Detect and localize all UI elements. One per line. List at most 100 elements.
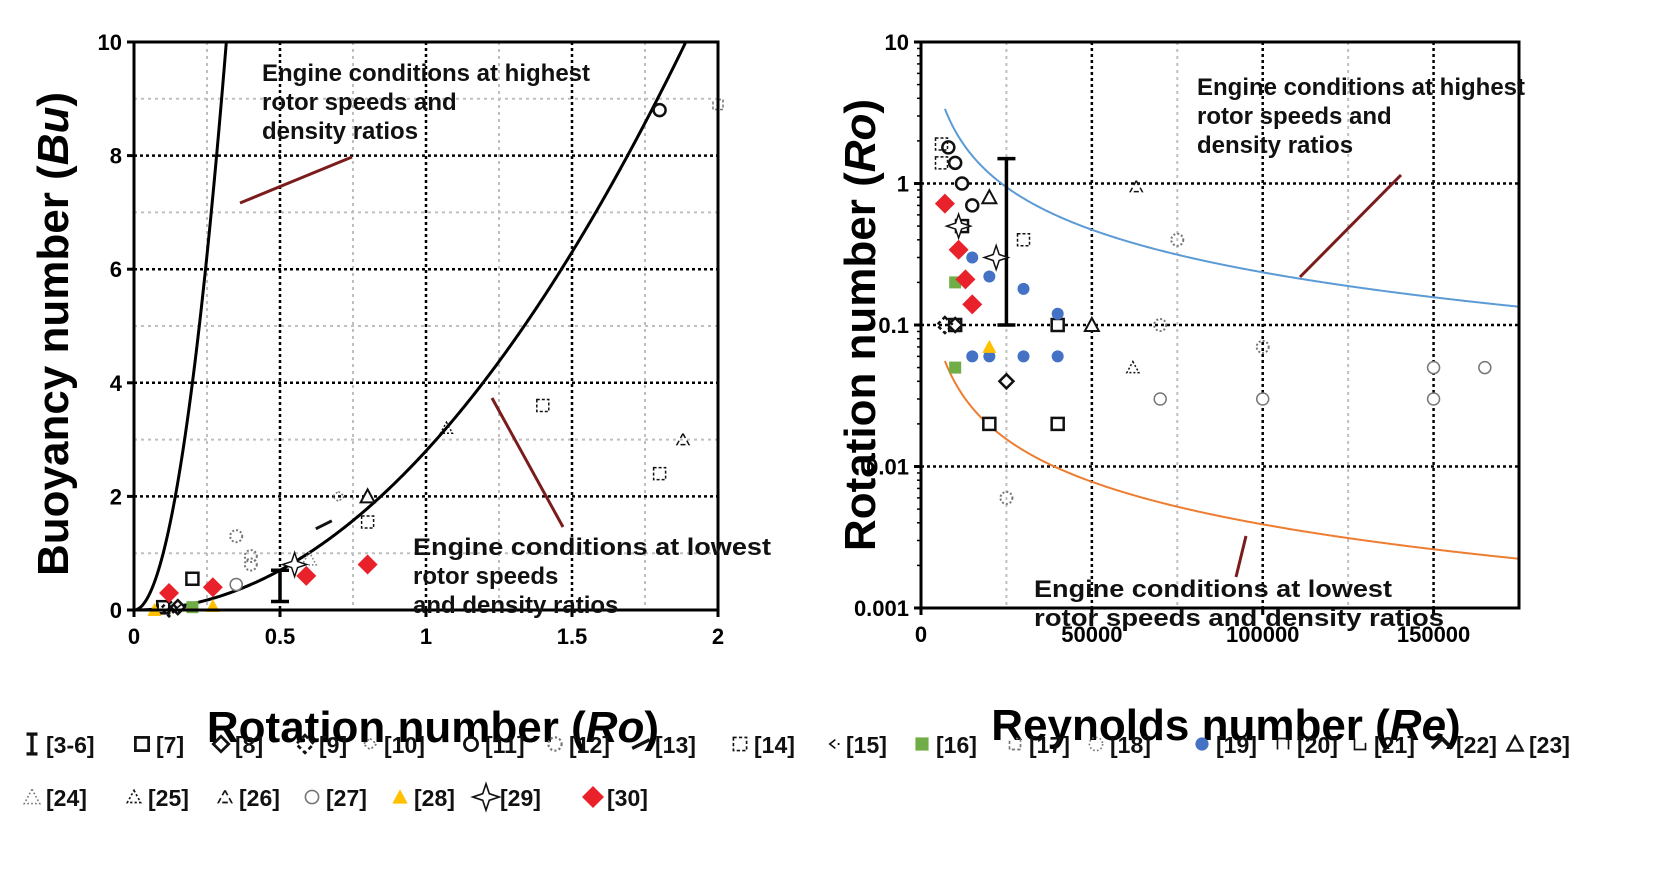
- legend-label: [16]: [936, 732, 977, 758]
- right-annot-high-line3: density ratios: [1197, 132, 1353, 159]
- legend-label: [30]: [607, 785, 648, 811]
- marker-30: [955, 269, 976, 290]
- marker-8: [997, 372, 1016, 391]
- x-tick-label: 50000: [1061, 622, 1122, 647]
- marker-23: [358, 487, 377, 504]
- y-tick-label: 0: [110, 598, 122, 623]
- marker-23: [1505, 733, 1525, 752]
- legend-item-8: [8]: [211, 732, 263, 758]
- legend-item-11: [11]: [463, 732, 525, 758]
- marker-27: [1153, 392, 1167, 406]
- marker-21: [1353, 738, 1367, 751]
- marker-14: [934, 137, 949, 151]
- marker-27: [1426, 392, 1441, 406]
- y-tick-label: 0.001: [854, 596, 909, 621]
- legend-label: [22]: [1456, 732, 1497, 758]
- range-bar-3-6: [271, 568, 289, 604]
- marker-19: [1017, 282, 1030, 295]
- left-ticks: 0 0.5 1 1.5 2 0 2 4 6 8 10: [98, 30, 725, 649]
- legend-label: [24]: [46, 785, 87, 811]
- marker-14: [360, 515, 375, 529]
- right-ticks: 0 50000 100000 150000 0.001 0.01 0.1 1 10: [854, 30, 1470, 647]
- y-tick-label: 0.1: [878, 313, 909, 338]
- right-y-axis-title: Rotation number (Ro): [836, 99, 885, 551]
- marker-12: [1153, 318, 1168, 332]
- marker-20: [1276, 737, 1290, 750]
- marker-26: [1129, 179, 1144, 193]
- right-annot-low-line2: rotor speeds and density ratios: [1034, 605, 1444, 632]
- curve-lowest: [943, 360, 1519, 560]
- marker-14: [652, 466, 667, 481]
- legend-label: [19]: [1216, 732, 1257, 758]
- legend-item-10: [10]: [362, 732, 425, 758]
- marker-30: [202, 577, 223, 598]
- marker-19: [983, 270, 996, 283]
- marker-11: [652, 102, 667, 118]
- legend-label: [23]: [1529, 732, 1570, 758]
- marker-10: [362, 737, 378, 751]
- x-tick-label: 100000: [1226, 622, 1299, 647]
- marker-10: [331, 490, 346, 503]
- marker-7: [1050, 416, 1065, 432]
- marker-7: [982, 416, 997, 432]
- legend-item-28: [28]: [392, 785, 455, 811]
- legend-item-29: [29]: [470, 781, 541, 813]
- legend-item-26: [26]: [217, 785, 280, 811]
- marker-14: [1016, 233, 1031, 247]
- legend-item-21: [21]: [1353, 732, 1415, 758]
- x-tick-label: 0.5: [265, 624, 296, 649]
- marker-19: [1051, 307, 1064, 320]
- marker-27: [304, 789, 320, 805]
- right-annot-high-line1: Engine conditions at highest: [1197, 74, 1525, 101]
- left-annot-low-line1: Engine conditions at lowest: [413, 534, 771, 561]
- marker-30: [296, 565, 317, 586]
- marker-11: [941, 140, 956, 155]
- left-annot-high-line1: Engine conditions at highest: [262, 60, 590, 87]
- right-x-axis-title: Reynolds number (Re): [991, 701, 1460, 750]
- marker-29: [470, 781, 502, 813]
- marker-7: [1050, 317, 1065, 333]
- curve-highest: [943, 108, 1519, 308]
- legend-item-27: [27]: [304, 785, 367, 811]
- marker-16: [949, 361, 962, 374]
- marker-12: [243, 549, 258, 564]
- legend-label: [10]: [384, 732, 425, 758]
- marker-14: [934, 156, 949, 170]
- marker-30: [948, 239, 969, 260]
- legend-label: [12]: [569, 732, 610, 758]
- left-annot-low-line2: rotor speeds: [413, 563, 558, 590]
- left-grid: [134, 42, 718, 610]
- left-annotation-low: Engine conditions at lowest rotor speeds…: [413, 397, 771, 619]
- left-annot-high-line2: rotor speeds and: [262, 89, 457, 116]
- y-tick-label: 4: [110, 371, 123, 396]
- legend-item-19: [19]: [1195, 732, 1257, 758]
- y-tick-label: 10: [98, 30, 122, 55]
- legend-item-23: [23]: [1505, 732, 1570, 758]
- legend-label: [8]: [235, 732, 263, 758]
- marker-7: [185, 571, 200, 587]
- marker-27: [1478, 360, 1492, 375]
- marker-8: [211, 734, 231, 754]
- legend-item-20: [20]: [1276, 732, 1338, 758]
- marker-3-6: [26, 732, 38, 756]
- left-annotation-high: Engine conditions at highest rotor speed…: [239, 60, 590, 205]
- legend-label: [13]: [655, 732, 696, 758]
- marker-26: [675, 432, 691, 446]
- marker-26: [217, 788, 233, 804]
- right-points: [934, 137, 1492, 505]
- right-chart: 0 50000 100000 150000 0.001 0.01 0.1 1 10 Engine…: [836, 30, 1525, 750]
- marker-7: [134, 736, 150, 752]
- marker-27: [1426, 360, 1441, 375]
- left-chart: 0 0.5 1 1.5 2 0 2 4 6 8 10 Engine conditions at hi…: [29, 30, 771, 752]
- marker-9: [159, 598, 179, 619]
- left-annot-high-line3: density ratios: [262, 118, 418, 145]
- marker-24: [22, 787, 42, 805]
- range-bar-3-6: [997, 156, 1016, 327]
- y-tick-label: 10: [885, 30, 909, 55]
- legend-item-30: [30]: [582, 785, 648, 811]
- x-tick-label: 1: [420, 624, 432, 649]
- marker-9: [294, 733, 316, 755]
- legend-item-22: [22]: [1430, 732, 1497, 758]
- marker-30: [934, 193, 955, 214]
